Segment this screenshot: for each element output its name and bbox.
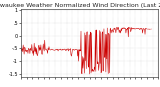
- Title: Milwaukee Weather Normalized Wind Direction (Last 24 Hours): Milwaukee Weather Normalized Wind Direct…: [0, 3, 160, 8]
